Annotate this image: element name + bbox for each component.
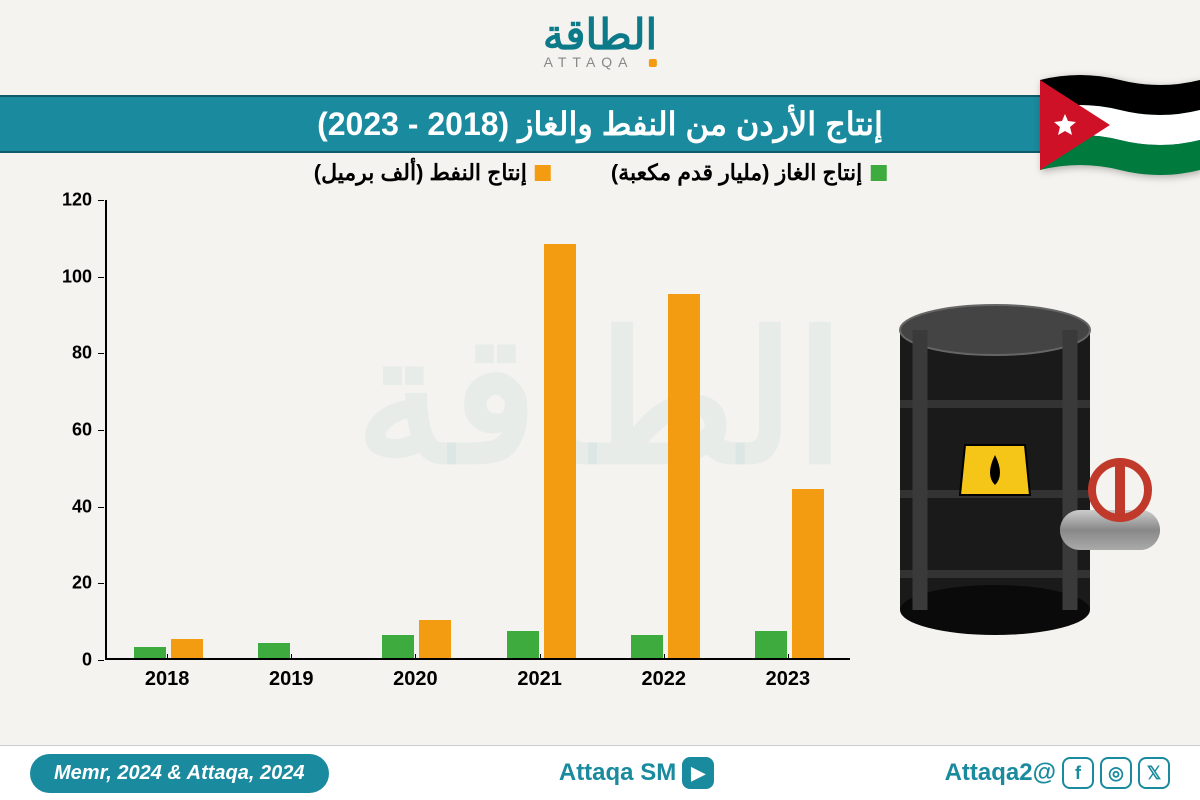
bar-oil bbox=[171, 639, 203, 658]
logo-sub-text: ATTAQA bbox=[543, 54, 657, 70]
x-tick-label: 2023 bbox=[766, 668, 811, 691]
x-tick-label: 2022 bbox=[642, 668, 687, 691]
y-tick-label: 0 bbox=[82, 650, 92, 671]
bar-group bbox=[755, 489, 824, 658]
youtube-icon[interactable]: ▶ bbox=[682, 757, 714, 789]
x-icon[interactable]: 𝕏 bbox=[1138, 757, 1170, 789]
y-axis: 020406080100120 bbox=[50, 200, 100, 660]
social-handle-2: Attaqa SM bbox=[559, 759, 676, 787]
legend: إنتاج الغاز (مليار قدم مكعبة) إنتاج النف… bbox=[314, 160, 887, 186]
x-tick-mark bbox=[291, 654, 292, 660]
x-tick-mark bbox=[664, 654, 665, 660]
chart-area: 020406080100120 201820192020202120222023 bbox=[50, 200, 850, 700]
bar-oil bbox=[544, 244, 576, 658]
bar-gas bbox=[631, 635, 663, 658]
bar-oil bbox=[792, 489, 824, 658]
bar-group bbox=[631, 294, 700, 658]
title-bar: إنتاج الأردن من النفط والغاز (2018 - 202… bbox=[0, 95, 1200, 153]
y-tick-mark bbox=[98, 583, 104, 584]
legend-swatch-gas bbox=[870, 165, 886, 181]
source-citation: Memr, 2024 & Attaqa, 2024 bbox=[30, 754, 329, 793]
x-tick-label: 2021 bbox=[517, 668, 562, 691]
x-tick-label: 2018 bbox=[145, 668, 190, 691]
y-tick-label: 120 bbox=[62, 190, 92, 211]
x-axis: 2018 2019 2020 2021 2022 2023 bbox=[105, 660, 850, 700]
social-group-2: ▶ Attaqa SM bbox=[559, 757, 714, 789]
facebook-icon[interactable]: f bbox=[1062, 757, 1094, 789]
x-tick-label: 2020 bbox=[393, 668, 438, 691]
y-tick-label: 40 bbox=[72, 496, 92, 517]
chart-title: إنتاج الأردن من النفط والغاز (2018 - 202… bbox=[317, 106, 883, 142]
bar-oil bbox=[668, 294, 700, 658]
y-tick-label: 60 bbox=[72, 420, 92, 441]
y-tick-mark bbox=[98, 200, 104, 201]
bar-gas bbox=[755, 631, 787, 658]
bar-gas bbox=[258, 643, 290, 658]
logo-sub-label: ATTAQA bbox=[544, 54, 634, 70]
y-tick-mark bbox=[98, 277, 104, 278]
bar-gas bbox=[134, 647, 166, 659]
oil-barrel-icon bbox=[880, 290, 1160, 650]
legend-swatch-oil bbox=[535, 165, 551, 181]
y-tick-mark bbox=[98, 430, 104, 431]
footer: 𝕏 ◎ f @Attaqa2 ▶ Attaqa SM Memr, 2024 & … bbox=[0, 745, 1200, 800]
bar-group bbox=[258, 643, 327, 658]
legend-label-gas: إنتاج الغاز (مليار قدم مكعبة) bbox=[611, 160, 862, 186]
jordan-flag-icon bbox=[1040, 70, 1200, 180]
logo: الطاقة ATTAQA bbox=[543, 10, 657, 70]
y-tick-label: 80 bbox=[72, 343, 92, 364]
social-group-1: 𝕏 ◎ f @Attaqa2 bbox=[945, 757, 1170, 789]
x-tick-label: 2019 bbox=[269, 668, 314, 691]
bar-group bbox=[382, 620, 451, 658]
y-tick-mark bbox=[98, 353, 104, 354]
logo-accent-icon bbox=[648, 59, 656, 67]
y-tick-mark bbox=[98, 660, 104, 661]
plot-area bbox=[105, 200, 850, 660]
infographic-container: الطاقة الطاقة ATTAQA إنتاج الأردن من الن… bbox=[0, 0, 1200, 800]
legend-item-gas: إنتاج الغاز (مليار قدم مكعبة) bbox=[611, 160, 886, 186]
y-tick-label: 100 bbox=[62, 266, 92, 287]
x-tick-mark bbox=[415, 654, 416, 660]
legend-item-oil: إنتاج النفط (ألف برميل) bbox=[314, 160, 551, 186]
bar-group bbox=[507, 244, 576, 658]
x-tick-mark bbox=[788, 654, 789, 660]
bar-gas bbox=[382, 635, 414, 658]
bar-group bbox=[134, 639, 203, 658]
bar-gas bbox=[507, 631, 539, 658]
x-tick-mark bbox=[167, 654, 168, 660]
y-tick-label: 20 bbox=[72, 573, 92, 594]
bar-oil bbox=[419, 620, 451, 658]
instagram-icon[interactable]: ◎ bbox=[1100, 757, 1132, 789]
y-tick-mark bbox=[98, 507, 104, 508]
legend-label-oil: إنتاج النفط (ألف برميل) bbox=[314, 160, 527, 186]
social-handle-1: @Attaqa2 bbox=[945, 759, 1056, 787]
x-tick-mark bbox=[540, 654, 541, 660]
logo-main-text: الطاقة bbox=[543, 10, 657, 59]
